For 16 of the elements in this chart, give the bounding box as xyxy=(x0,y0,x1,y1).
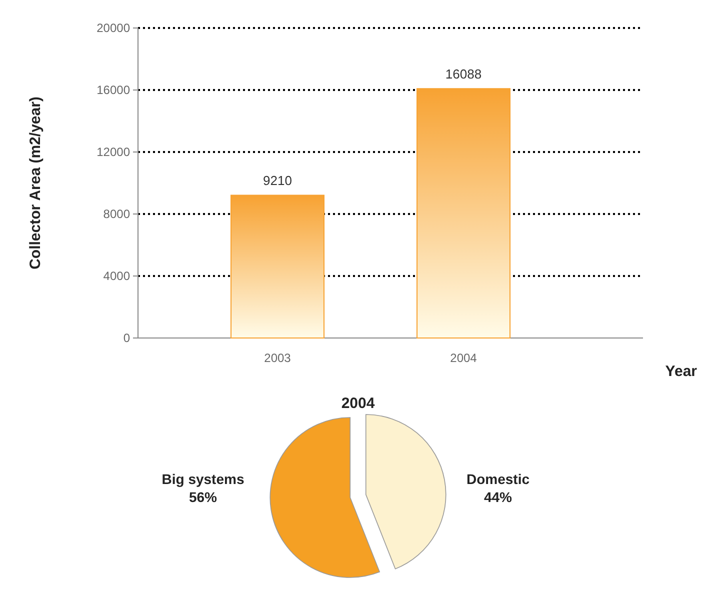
y-tick-label: 8000 xyxy=(103,207,130,222)
y-tick-label: 0 xyxy=(123,331,130,346)
chart-title: 2004 xyxy=(341,395,376,412)
data-label: 9210 xyxy=(263,173,292,188)
y-tick-label: 20000 xyxy=(96,21,130,36)
y-tick-label: 16000 xyxy=(96,83,130,98)
data-label: 56% xyxy=(188,489,218,506)
data-label: 44% xyxy=(484,489,513,506)
data-label: 16088 xyxy=(445,66,482,82)
y-axis-title: Collector Area (m2/year) xyxy=(27,96,44,270)
y-tick-label: 4000 xyxy=(103,269,130,284)
x-axis-title: Year xyxy=(665,363,698,380)
slice-label: Big systems xyxy=(162,471,244,487)
slice-label: Domestic xyxy=(466,471,530,487)
y-tick-label: 12000 xyxy=(96,145,130,160)
x-tick-label: 2003 xyxy=(264,351,292,365)
